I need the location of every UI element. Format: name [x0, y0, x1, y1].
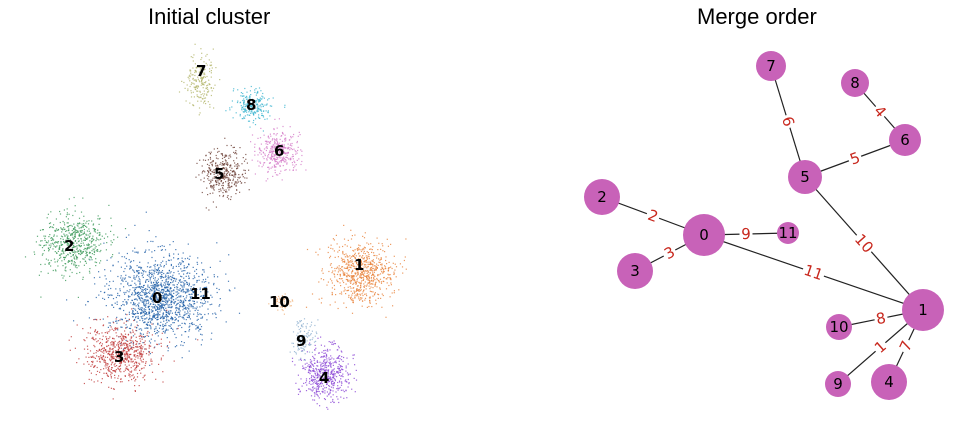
graph-node-3: [617, 253, 653, 289]
cluster-label-5: 5: [214, 165, 224, 183]
graph-node-1: [902, 289, 944, 331]
edge-label-bg-4-1: [895, 336, 917, 356]
graph-node-label-3: 3: [630, 262, 640, 280]
cluster-label-2: 2: [64, 237, 74, 255]
graph-node-5: [788, 160, 822, 194]
cluster-label-1: 1: [354, 256, 364, 274]
graph-node-label-10: 10: [829, 318, 848, 336]
edge-label-10-1: 8: [875, 309, 888, 329]
edge-label-5-1: 10: [851, 230, 877, 256]
cluster-8-points: [225, 85, 286, 132]
graph-node-9: [825, 371, 851, 397]
cluster-3-points: [68, 308, 199, 400]
graph-node-8: [841, 69, 869, 97]
cluster-label-4: 4: [319, 369, 329, 387]
cluster-label-8: 8: [246, 96, 256, 114]
edge-label-bg-2-0: [643, 205, 663, 227]
cluster-label-7: 7: [196, 62, 206, 80]
cluster-label-9: 9: [296, 332, 306, 350]
cluster-0-points: [66, 211, 241, 366]
cluster-1-points: [305, 224, 407, 318]
cluster-label-3: 3: [114, 348, 124, 366]
edge-label-bg-0-1: [800, 260, 827, 285]
edge-label-bg-8-6: [868, 100, 892, 123]
cluster-label-10: 10: [269, 293, 290, 311]
edge-label-0-11: 9: [741, 225, 751, 243]
graph-node-label-7: 7: [766, 57, 776, 75]
graph-node-6: [889, 124, 921, 156]
edge-label-bg-5-1: [849, 229, 879, 258]
cluster-7-points: [178, 43, 221, 116]
cluster-9-points: [289, 318, 319, 361]
graph-node-label-6: 6: [900, 131, 910, 149]
graph-node-11: [777, 222, 799, 244]
edge-label-bg-5-6: [845, 147, 865, 170]
graph-node-label-9: 9: [833, 375, 843, 393]
cluster-4-points: [291, 336, 358, 410]
graph-node-label-4: 4: [884, 373, 894, 391]
graph-node-label-11: 11: [778, 224, 797, 242]
edge-label-bg-10-1: [872, 308, 890, 329]
edge-label-bg-3-0: [659, 242, 680, 264]
cluster-label-0: 0: [152, 289, 162, 307]
graph-node-label-8: 8: [850, 74, 860, 92]
graph-node-label-5: 5: [800, 168, 810, 186]
cluster-5-points: [195, 137, 250, 211]
cluster-2-points: [24, 196, 127, 298]
edge-label-0-1: 11: [802, 261, 826, 284]
cluster-label-6: 6: [274, 142, 284, 160]
edge-label-bg-9-1: [869, 335, 892, 359]
graph-node-0: [683, 214, 725, 256]
cluster-scatter-plot: 0 1 2 3 4 5 6 7 8 9 10 11: [24, 43, 407, 410]
merge-order-title: Merge order: [697, 4, 817, 29]
edge-label-bg-0-11: [739, 224, 753, 244]
graph-node-7: [756, 51, 786, 81]
graph-node-label-1: 1: [918, 301, 928, 319]
graph-node-4: [871, 364, 907, 400]
initial-cluster-title: Initial cluster: [148, 4, 271, 29]
cluster-6-points: [250, 118, 307, 182]
cluster-10-points: [268, 293, 294, 315]
graph-node-10: [826, 314, 852, 340]
graph-nodes: 0 1 2 3 4 5 6 7 8 9 10 11: [584, 51, 944, 400]
graph-node-label-2: 2: [597, 188, 607, 206]
scatter-labels: 0 1 2 3 4 5 6 7 8 9 10 11: [64, 62, 364, 387]
graph-node-2: [584, 179, 620, 215]
cluster-label-11: 11: [190, 285, 211, 303]
scatter-points: [24, 43, 407, 410]
edge-label-bg-7-5: [777, 112, 799, 131]
graph-node-label-0: 0: [699, 226, 709, 244]
